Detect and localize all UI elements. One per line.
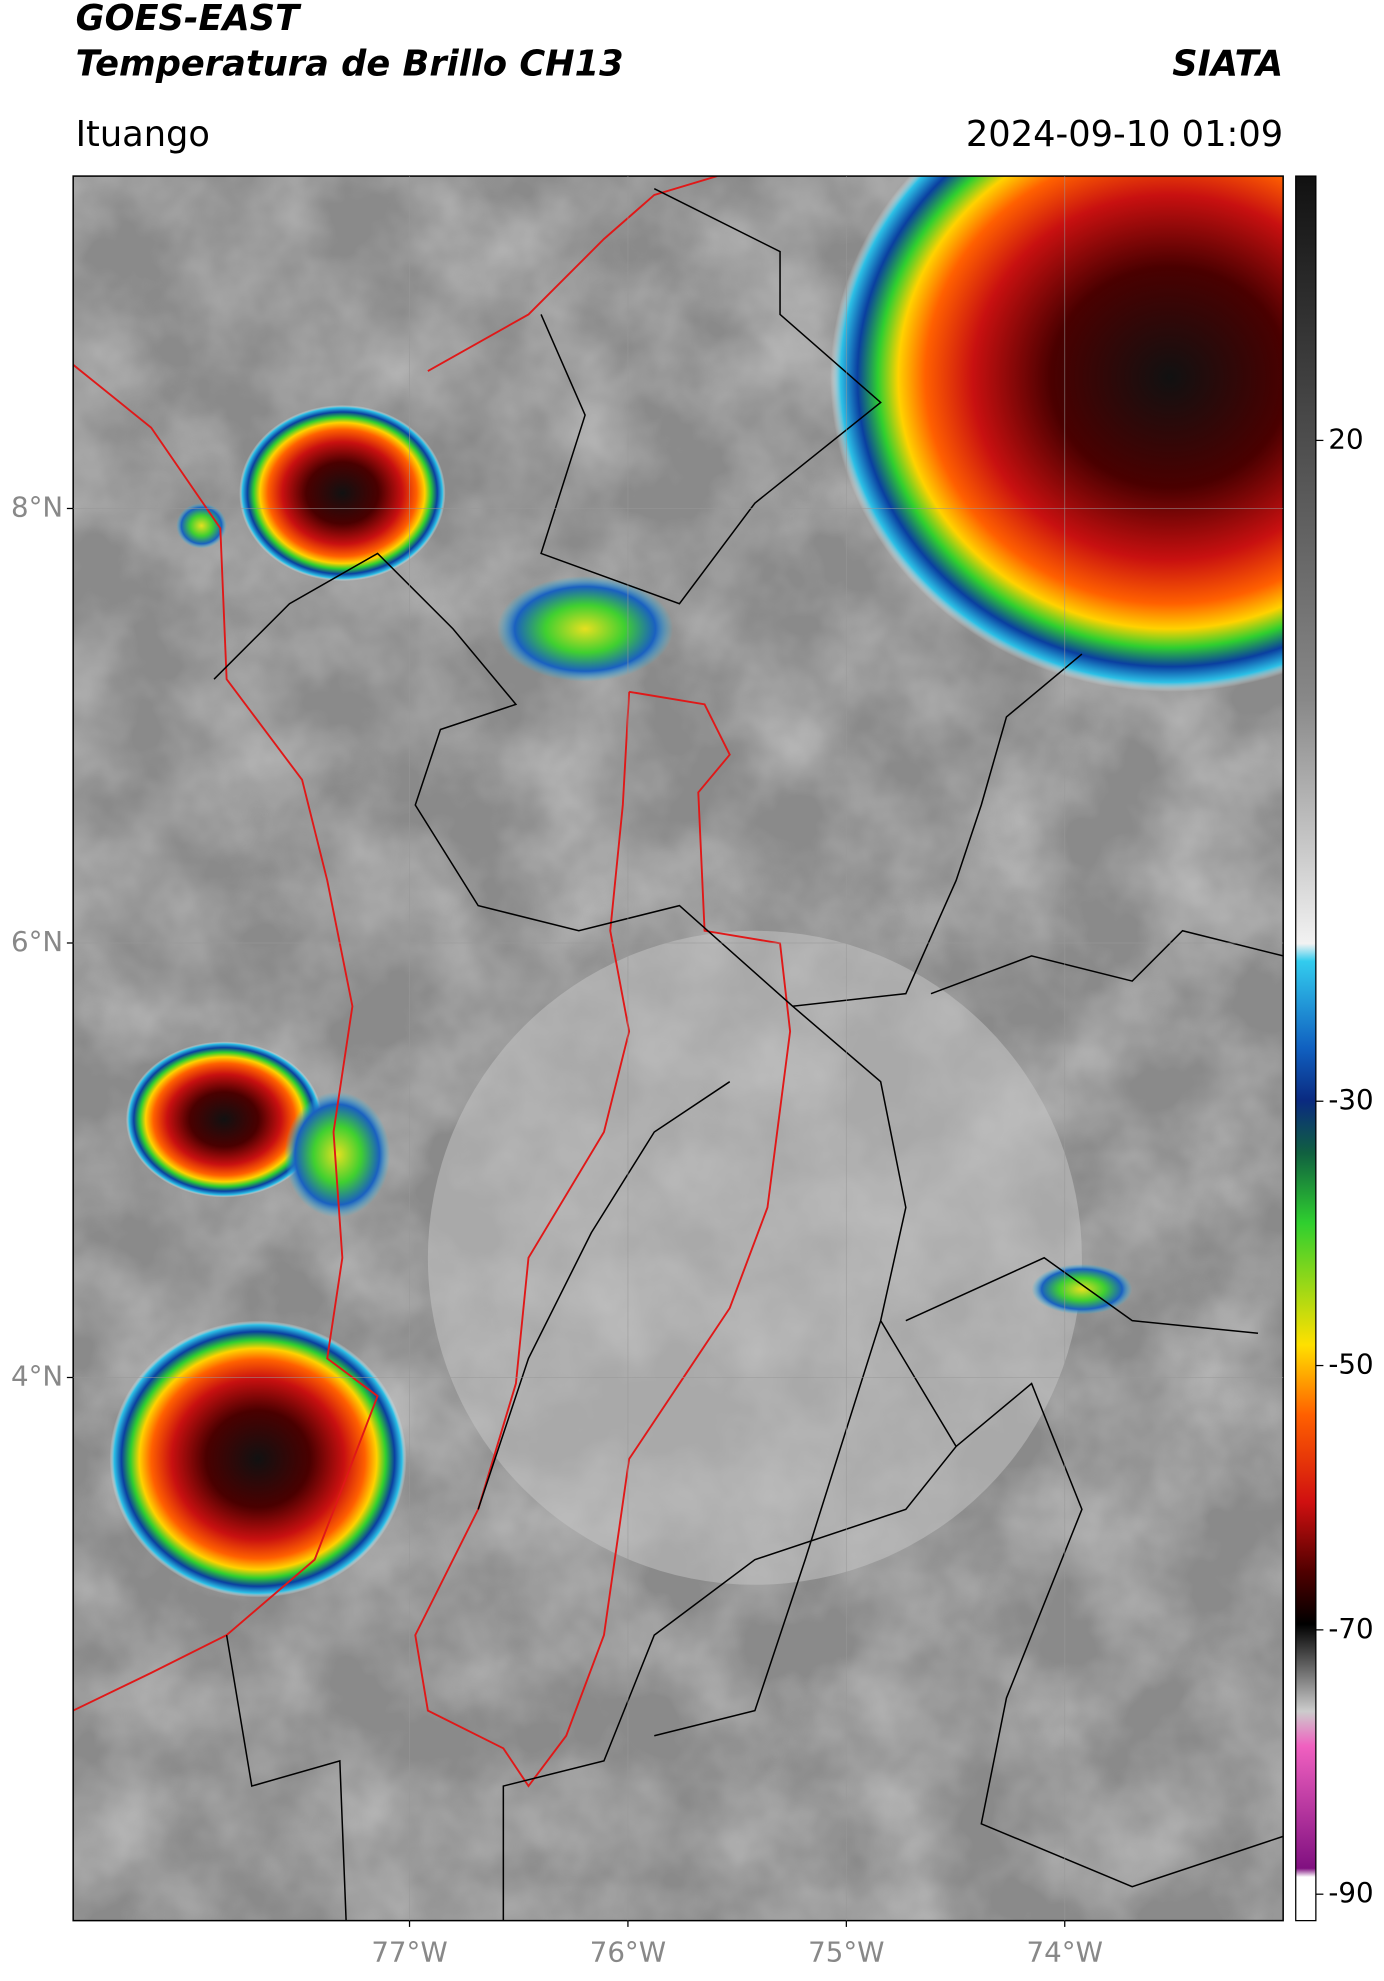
- storm-cell: [109, 1320, 407, 1598]
- lon-tick-label: 75°W: [808, 1935, 884, 1968]
- map-frame: [72, 175, 1284, 1922]
- weak-cell: [1031, 1264, 1133, 1315]
- cloud-field: [427, 930, 1082, 1585]
- storm-cell: [830, 176, 1284, 692]
- department-border: [213, 187, 1284, 1921]
- storm-cell: [239, 405, 446, 582]
- weak-cell: [176, 503, 227, 549]
- colorbar-tick-label: 20: [1328, 422, 1363, 455]
- storm-cell: [126, 1041, 323, 1198]
- lon-tick-label: 77°W: [371, 1935, 447, 1968]
- lat-tick-label: 6°N: [11, 925, 63, 958]
- subtitle: Temperatura de Brillo CH13: [76, 43, 624, 84]
- colorbar-tick-label: -50: [1328, 1348, 1373, 1381]
- weak-cell: [284, 1091, 391, 1218]
- weak-cell: [497, 576, 674, 682]
- location: Ituango: [76, 114, 210, 155]
- colorbar-tick-label: -90: [1328, 1876, 1373, 1909]
- lat-tick-label: 4°N: [11, 1359, 63, 1392]
- lon-tick-label: 76°W: [590, 1935, 666, 1968]
- satellite-image: [73, 176, 1284, 1921]
- colorbar-tick-label: -30: [1328, 1083, 1373, 1116]
- colorbar: [1295, 175, 1317, 1922]
- source: SIATA: [1172, 43, 1283, 84]
- title: GOES-EAST: [76, 0, 302, 39]
- colorbar-tick-label: -70: [1328, 1612, 1373, 1645]
- lat-tick-label: 8°N: [11, 490, 63, 523]
- timestamp: 2024-09-10 01:09: [966, 114, 1283, 155]
- region-border: [73, 176, 792, 1788]
- lon-tick-label: 74°W: [1027, 1935, 1103, 1968]
